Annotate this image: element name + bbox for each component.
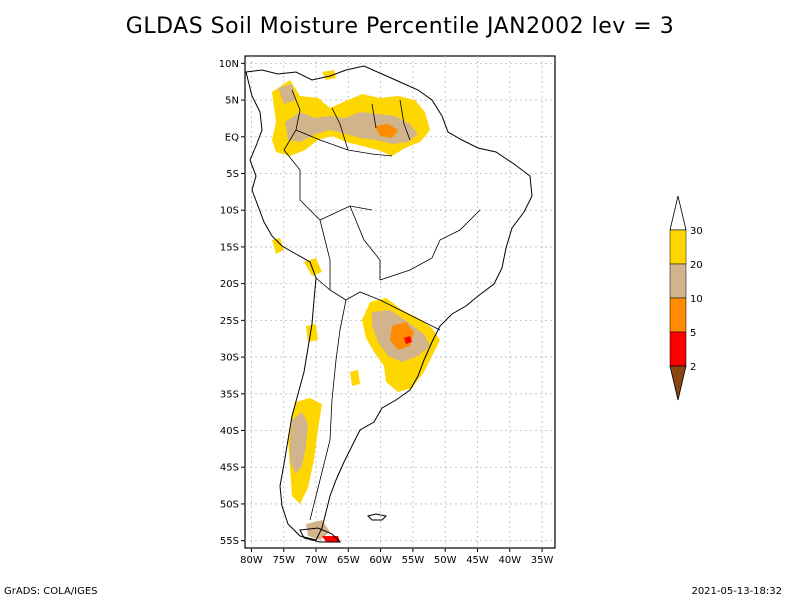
lon-tick-label: 65W <box>337 555 360 566</box>
fill-patagonia-tan <box>290 412 308 474</box>
lat-tick-label: 50S <box>220 499 239 510</box>
south-america-coastline <box>245 65 533 541</box>
percentile-fills <box>272 70 440 542</box>
legend-swatch <box>669 297 687 333</box>
lon-tick-label: 60W <box>369 555 392 566</box>
lat-tick-label: 40S <box>220 426 239 437</box>
coastlines-borders <box>245 65 533 543</box>
lat-tick-label: EQ <box>225 132 239 143</box>
lon-tick-label: 70W <box>305 555 328 566</box>
legend-label: 5 <box>690 328 696 339</box>
lat-tick-label: 30S <box>220 353 239 364</box>
colorbar-legend: 30 20 10 5 2 <box>669 195 703 401</box>
lat-tick-label: 35S <box>220 389 239 400</box>
lon-tick-label: 40W <box>498 555 521 566</box>
lon-tick-label: 35W <box>531 555 554 566</box>
tierra-del-fuego <box>299 527 342 543</box>
fill-chile-central-patch <box>306 324 318 342</box>
falkland-islands <box>367 513 388 521</box>
footer-timestamp: 2021-05-13-18:32 <box>691 586 782 597</box>
lat-tick-label: 20S <box>220 279 239 290</box>
lat-tick-label: 5N <box>225 96 239 107</box>
map-title: GLDAS Soil Moisture Percentile JAN2002 l… <box>125 14 675 39</box>
legend-swatch <box>669 229 687 265</box>
fill-colombia-tan <box>278 84 296 104</box>
lat-tick-label: 5S <box>226 169 239 180</box>
lat-tick-label: 10N <box>219 59 239 70</box>
lon-tick-label: 80W <box>240 555 263 566</box>
country-borders <box>283 89 481 521</box>
latitude-ticks: 10N 5N EQ 5S 10S 15S 20S 25S 30S 35S 40S 45S 50S 55S <box>219 59 245 547</box>
legend-label: 30 <box>690 226 703 237</box>
legend-swatch <box>669 263 687 299</box>
lon-tick-label: 55W <box>402 555 425 566</box>
fill-tierra-tan <box>306 520 330 540</box>
lat-tick-label: 55S <box>220 536 239 547</box>
fill-peru-patch <box>272 238 284 254</box>
fill-chile-north-patch <box>304 258 322 276</box>
fill-north-orange <box>375 124 398 138</box>
legend-arrow-top <box>669 195 687 231</box>
legend-label: 20 <box>690 260 703 271</box>
legend-arrow-bottom <box>669 365 687 401</box>
fill-argentina-patch <box>350 370 360 386</box>
lat-tick-label: 45S <box>220 463 239 474</box>
map-frame <box>244 55 556 549</box>
legend-swatch <box>669 331 687 367</box>
legend-label: 10 <box>690 294 703 305</box>
legend-label: 2 <box>690 362 696 373</box>
fill-south-red <box>404 336 412 344</box>
lat-tick-label: 10S <box>220 206 239 217</box>
lat-tick-label: 25S <box>220 316 239 327</box>
lon-tick-label: 50W <box>434 555 457 566</box>
longitude-ticks: 80W 75W 70W 65W 60W 55W 50W 45W 40W 35W <box>240 548 553 566</box>
lat-tick-label: 15S <box>220 242 239 253</box>
lon-tick-label: 45W <box>466 555 489 566</box>
lon-tick-label: 75W <box>272 555 295 566</box>
footer-source: GrADS: COLA/IGES <box>4 586 98 597</box>
